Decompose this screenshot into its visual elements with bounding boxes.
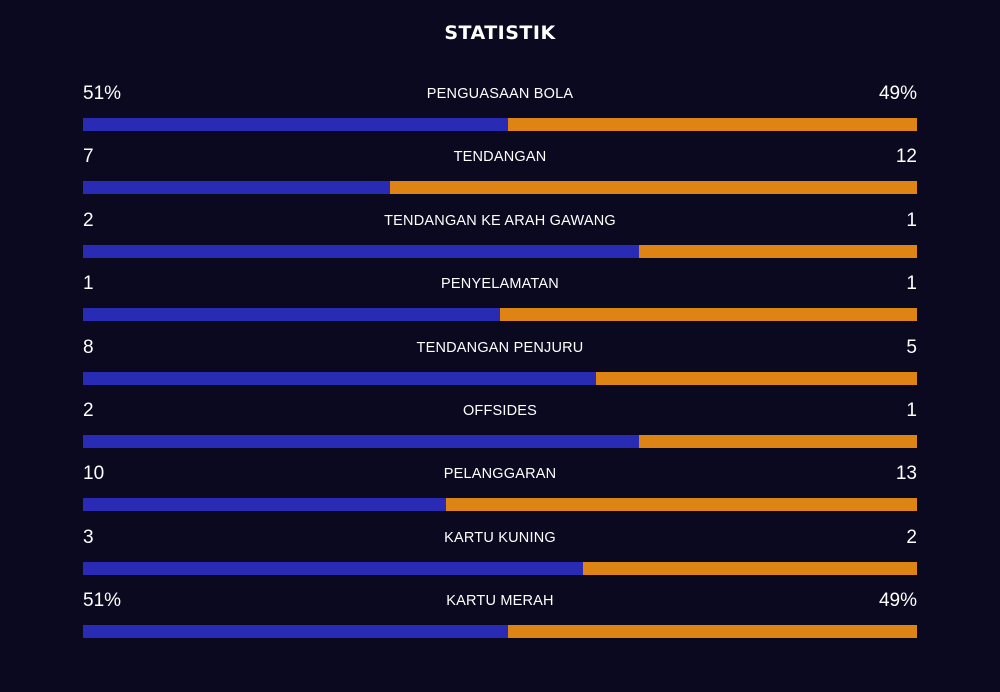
- stat-row-tendangan-penjuru: 8 TENDANGAN PENJURU 5: [83, 334, 917, 397]
- away-value: 5: [906, 336, 917, 358]
- stat-bar: [83, 498, 917, 512]
- stat-bar: [83, 308, 917, 322]
- home-bar-segment: [83, 561, 584, 575]
- away-value: 49%: [878, 83, 917, 104]
- home-bar-segment: [83, 181, 390, 195]
- stat-label: PENGUASAAN BOLA: [426, 86, 574, 102]
- stat-row-tendangan: 7 TENDANGAN 12: [83, 143, 917, 206]
- stat-label: PENYELAMATAN: [441, 276, 559, 293]
- away-bar-segment: [639, 244, 917, 258]
- home-bar-segment: [83, 244, 640, 258]
- away-bar-segment: [500, 308, 917, 322]
- home-value: 7: [83, 146, 94, 168]
- away-value: 49%: [878, 590, 917, 612]
- stat-bar: [83, 118, 917, 131]
- away-bar-segment: [583, 561, 917, 575]
- away-value: 1: [906, 399, 917, 421]
- away-value: 1: [906, 209, 917, 231]
- stat-row-pelanggaran: 10 PELANGGARAN 13: [83, 460, 917, 523]
- stat-label: KARTU MERAH: [446, 593, 554, 610]
- stat-bar: [83, 181, 917, 195]
- home-bar-segment: [83, 434, 640, 448]
- stats-list: 51% PENGUASAAN BOLA 49% 7 TENDANGAN 12 2…: [83, 80, 917, 651]
- stat-row-kartu-kuning: 3 KARTU KUNING 2: [83, 524, 917, 587]
- home-bar-segment: [83, 498, 446, 512]
- stat-bar: [83, 434, 917, 448]
- away-bar-segment: [639, 434, 917, 448]
- home-value: 10: [83, 463, 105, 485]
- stat-bar: [83, 625, 917, 639]
- home-bar-segment: [83, 308, 500, 322]
- home-value: 51%: [83, 590, 122, 612]
- home-bar-segment: [83, 118, 509, 131]
- home-value: 2: [83, 209, 94, 231]
- home-value: 3: [83, 526, 94, 548]
- stat-bar: [83, 371, 917, 385]
- stat-row-kartu-merah: 51% KARTU MERAH 49%: [83, 587, 917, 650]
- away-value: 13: [895, 463, 917, 485]
- away-value: 12: [895, 146, 917, 168]
- away-value: 1: [906, 273, 917, 295]
- home-bar-segment: [83, 371, 596, 385]
- stat-label: TENDANGAN KE ARAH GAWANG: [384, 212, 616, 229]
- away-bar-segment: [445, 498, 917, 512]
- home-bar-segment: [83, 625, 509, 639]
- stat-row-tendangan-ke-arah-gawang: 2 TENDANGAN KE ARAH GAWANG 1: [83, 207, 917, 270]
- away-bar-segment: [389, 181, 917, 195]
- away-bar-segment: [595, 371, 917, 385]
- home-value: 8: [83, 336, 94, 358]
- away-bar-segment: [508, 118, 917, 131]
- stat-row-penyelamatan: 1 PENYELAMATAN 1: [83, 270, 917, 333]
- stat-bar: [83, 561, 917, 575]
- stat-bar: [83, 244, 917, 258]
- stat-label: PELANGGARAN: [443, 466, 557, 483]
- home-value: 51%: [83, 83, 122, 104]
- away-value: 2: [906, 526, 917, 548]
- stats-title: STATISTIK: [444, 22, 556, 44]
- stat-row-offsides: 2 OFFSIDES 1: [83, 397, 917, 460]
- stat-label: OFFSIDES: [462, 402, 538, 419]
- stat-label: TENDANGAN PENJURU: [416, 339, 584, 356]
- stat-label: KARTU KUNING: [444, 529, 556, 546]
- stat-row-penguasaan-bola: 51% PENGUASAAN BOLA 49%: [83, 80, 917, 143]
- home-value: 1: [83, 273, 94, 295]
- away-bar-segment: [508, 625, 917, 639]
- stat-label: TENDANGAN: [453, 149, 547, 166]
- home-value: 2: [83, 399, 94, 421]
